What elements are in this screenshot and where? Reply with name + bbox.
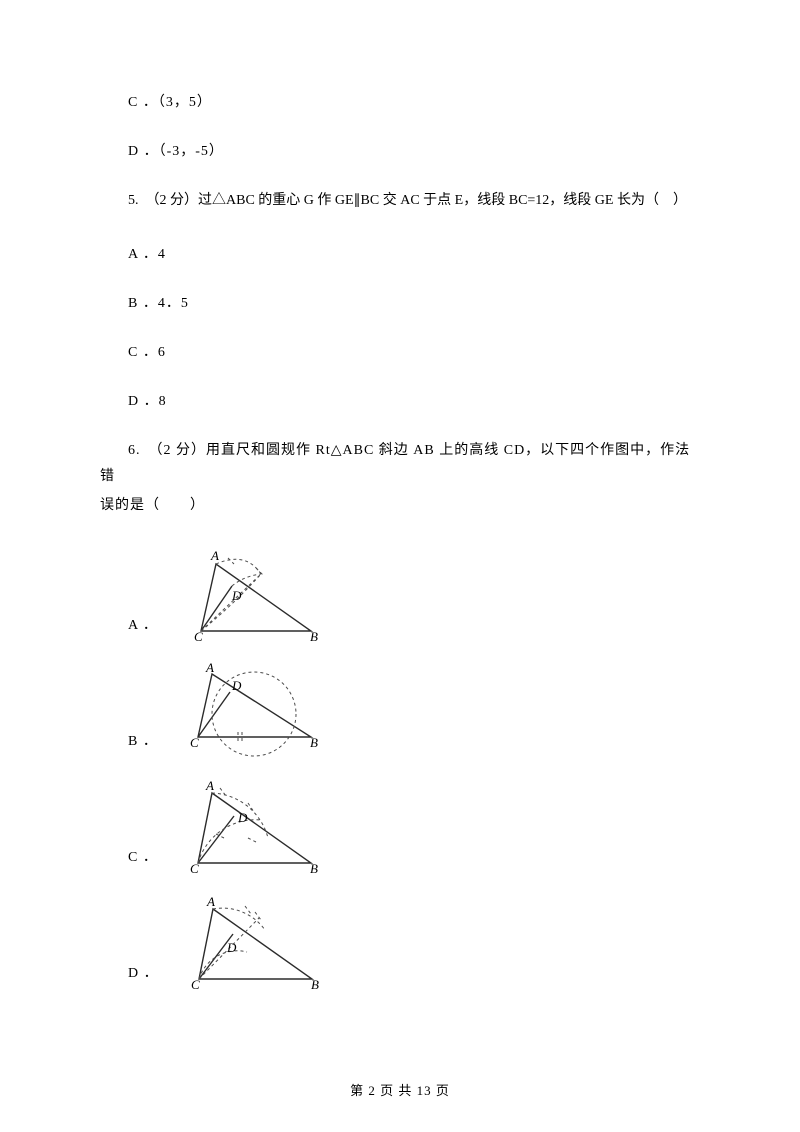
svg-text:D: D: [226, 940, 237, 955]
svg-text:B: B: [311, 977, 319, 990]
q6-option-b-label: B ．: [100, 729, 158, 758]
text: 6. （2 分）用直尺和圆规作 Rt△ABC 斜边 AB 上的高线 CD，以下四…: [100, 443, 690, 483]
q6-option-d-row: D ． A C B D: [100, 894, 700, 990]
q6-option-b-row: B ． A C B D: [100, 662, 700, 758]
svg-text:C: C: [194, 629, 203, 642]
svg-text:B: B: [310, 629, 318, 642]
text: 5. （2 分）过△ABC 的重心 G 作 GE∥BC 交 AC 于点 E，线段…: [128, 193, 687, 208]
page-footer: 第 2 页 共 13 页: [0, 1079, 800, 1102]
prev-option-d: D ．（-3，-5）: [100, 139, 700, 164]
q6-option-d-label: D ．: [100, 961, 159, 990]
svg-text:D: D: [237, 810, 248, 825]
q6-stem-line1: 6. （2 分）用直尺和圆规作 Rt△ABC 斜边 AB 上的高线 CD，以下四…: [100, 438, 700, 488]
svg-text:A: A: [205, 778, 214, 793]
q6-option-a-row: A ． A C B D: [100, 546, 700, 642]
footer-text: 第 2 页 共 13 页: [350, 1083, 450, 1098]
svg-text:A: A: [210, 548, 219, 563]
svg-text:A: A: [206, 894, 215, 909]
q5-option-b: B ．4．5: [100, 291, 700, 316]
q6-stem-line2: 误的是（ ）: [100, 493, 700, 518]
svg-text:C: C: [191, 977, 200, 990]
prev-option-c: C ．（3，5）: [100, 90, 700, 115]
q5-option-c: C ．6: [100, 340, 700, 365]
q6-option-a-label: A ．: [100, 613, 158, 642]
svg-text:D: D: [231, 588, 242, 603]
svg-text:D: D: [231, 678, 242, 693]
q5-option-a: A ．4: [100, 242, 700, 267]
q6-figure-d: A C B D: [177, 894, 332, 990]
svg-text:B: B: [310, 735, 318, 750]
text: D ．（-3，-5）: [128, 144, 224, 159]
text: 误的是（ ）: [100, 498, 205, 513]
q6-figure-c: A C B D: [176, 778, 331, 874]
q6-option-c-label: C ．: [100, 845, 158, 874]
svg-text:C: C: [190, 861, 199, 874]
svg-text:B: B: [310, 861, 318, 874]
text: B ．4．5: [128, 296, 189, 311]
text: D ．8: [128, 394, 167, 409]
q6-figure-b: A C B D: [176, 662, 331, 758]
q5-option-d: D ．8: [100, 389, 700, 414]
text: C ．（3，5）: [128, 95, 212, 110]
svg-text:A: A: [205, 662, 214, 675]
text: C ．6: [128, 345, 166, 360]
q5-stem: 5. （2 分）过△ABC 的重心 G 作 GE∥BC 交 AC 于点 E，线段…: [100, 188, 700, 213]
text: A ．4: [128, 247, 166, 262]
q6-figure-a: A C B D: [176, 546, 331, 642]
svg-text:C: C: [190, 735, 199, 750]
q6-option-c-row: C ． A C B D: [100, 778, 700, 874]
